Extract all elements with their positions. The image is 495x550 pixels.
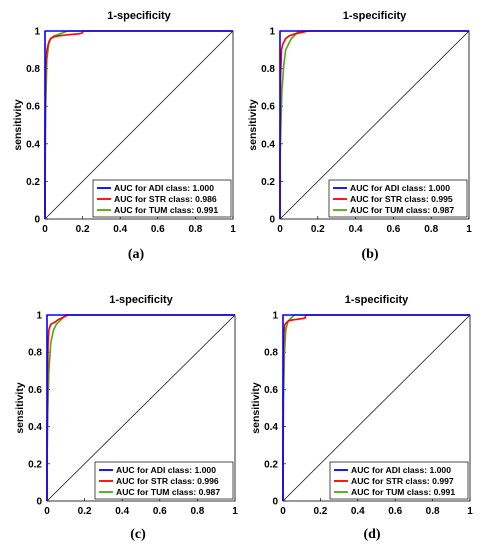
y-tick-label: 0.2 [28, 459, 42, 470]
x-tick-label: 0.8 [190, 506, 204, 517]
diagonal-reference-line [282, 314, 471, 502]
legend-entry: AUC for STR class: 0.996 [116, 476, 219, 486]
x-tick-label: 0.6 [153, 506, 167, 517]
y-tick-label: 0.8 [26, 64, 40, 75]
x-tick-label: 0 [44, 506, 50, 517]
y-tick-label: 0.6 [26, 102, 40, 113]
y-tick-label: 1 [36, 311, 42, 322]
diagonal-reference-line [44, 30, 234, 220]
roc-panel-d: 0 0.2 0.4 0.6 0.8 1 0 0.2 0.4 0.6 0.8 1 1-specificit… [250, 294, 473, 542]
y-tick-label: 0.8 [264, 348, 278, 359]
y-tick-label: 0.4 [28, 422, 42, 433]
legend-entry: AUC for STR class: 0.986 [114, 194, 217, 204]
y-tick-label: 0.4 [264, 422, 278, 433]
legend-entry: AUC for STR class: 0.997 [351, 476, 454, 486]
y-tick-label: 0 [269, 215, 275, 226]
panel-caption: (d) [363, 527, 380, 542]
y-tick-label: 0 [272, 497, 278, 508]
roc-curve-adi [44, 30, 233, 219]
roc-panel-b: 0 0.2 0.4 0.6 0.8 1 0 0.2 0.4 0.6 0.8 1 1-specificit… [247, 10, 472, 262]
y-axis-label: sensitivity [12, 99, 24, 151]
y-tick-label: 1 [272, 311, 278, 322]
y-tick-label: 1 [269, 27, 275, 38]
x-tick-label: 0.4 [351, 506, 365, 517]
legend-box [328, 179, 468, 218]
x-tick-label: 0.6 [388, 506, 402, 517]
y-axis-label: sensitivity [247, 99, 259, 151]
y-axis-label: sensitivity [14, 382, 26, 434]
diagonal-reference-line [279, 30, 470, 220]
legend-box [94, 461, 234, 500]
x-tick-label: 0 [280, 506, 286, 517]
y-tick-label: 0 [36, 497, 42, 508]
legend-entry: AUC for TUM class: 0.991 [351, 487, 455, 497]
y-tick-label: 0.2 [26, 177, 40, 188]
x-tick-label: 0.6 [386, 224, 400, 235]
roc-curve-adi [279, 30, 469, 219]
x-tick-label: 0.4 [113, 224, 127, 235]
legend-entry: AUC for TUM class: 0.987 [350, 205, 454, 215]
roc-curve-adi [282, 314, 470, 501]
plot-title: 1-specificity [345, 294, 409, 306]
y-tick-label: 0.4 [26, 139, 40, 150]
y-tick-label: 0.8 [261, 64, 275, 75]
x-tick-label: 0.2 [313, 506, 327, 517]
x-tick-label: 0.8 [424, 224, 438, 235]
y-tick-label: 0.2 [264, 459, 278, 470]
y-tick-label: 1 [34, 27, 40, 38]
legend-entry: AUC for ADI class: 1.000 [116, 465, 216, 475]
plot-title: 1-specificity [109, 294, 173, 306]
legend-entry: AUC for TUM class: 0.987 [116, 487, 220, 497]
y-tick-label: 0.4 [261, 139, 275, 150]
y-tick-label: 0.6 [261, 102, 275, 113]
x-tick-label: 1 [230, 224, 236, 235]
legend-box [329, 461, 469, 500]
diagonal-reference-line [46, 314, 236, 502]
x-tick-label: 0.2 [76, 224, 90, 235]
y-tick-label: 0 [34, 215, 40, 226]
panel-caption: (b) [361, 247, 378, 262]
legend-entry: AUC for ADI class: 1.000 [114, 183, 214, 193]
roc-curve-adi [46, 314, 235, 501]
x-tick-label: 1 [466, 224, 472, 235]
x-tick-label: 0 [42, 224, 48, 235]
x-tick-label: 0.2 [311, 224, 325, 235]
plot-title: 1-specificity [343, 10, 407, 22]
y-axis-label: sensitivity [250, 382, 262, 434]
x-tick-label: 0.8 [426, 506, 440, 517]
y-tick-label: 0.2 [261, 177, 275, 188]
roc-panel-a: 0 0.2 0.4 0.6 0.8 1 0 0.2 0.4 0.6 0.8 1 1-specificit… [12, 10, 236, 262]
plot-title: 1-specificity [107, 10, 171, 22]
legend-box [92, 179, 232, 218]
panel-caption: (a) [128, 247, 145, 262]
roc-panel-c: 0 0.2 0.4 0.6 0.8 1 0 0.2 0.4 0.6 0.8 1 1-specificit… [14, 294, 238, 542]
x-tick-label: 1 [467, 506, 473, 517]
x-tick-label: 0 [277, 224, 283, 235]
x-tick-label: 0.4 [349, 224, 363, 235]
x-tick-label: 0.8 [188, 224, 202, 235]
legend-entry: AUC for TUM class: 0.991 [114, 205, 218, 215]
legend-entry: AUC for ADI class: 1.000 [350, 183, 450, 193]
y-tick-label: 0.8 [28, 348, 42, 359]
x-tick-label: 0.2 [78, 506, 92, 517]
panel-caption: (c) [130, 527, 146, 542]
x-tick-label: 0.4 [115, 506, 129, 517]
legend-entry: AUC for ADI class: 1.000 [351, 465, 451, 475]
y-tick-label: 0.6 [264, 385, 278, 396]
y-tick-label: 0.6 [28, 385, 42, 396]
x-tick-label: 0.6 [151, 224, 165, 235]
legend-entry: AUC for STR class: 0.995 [350, 194, 453, 204]
x-tick-label: 1 [232, 506, 238, 517]
